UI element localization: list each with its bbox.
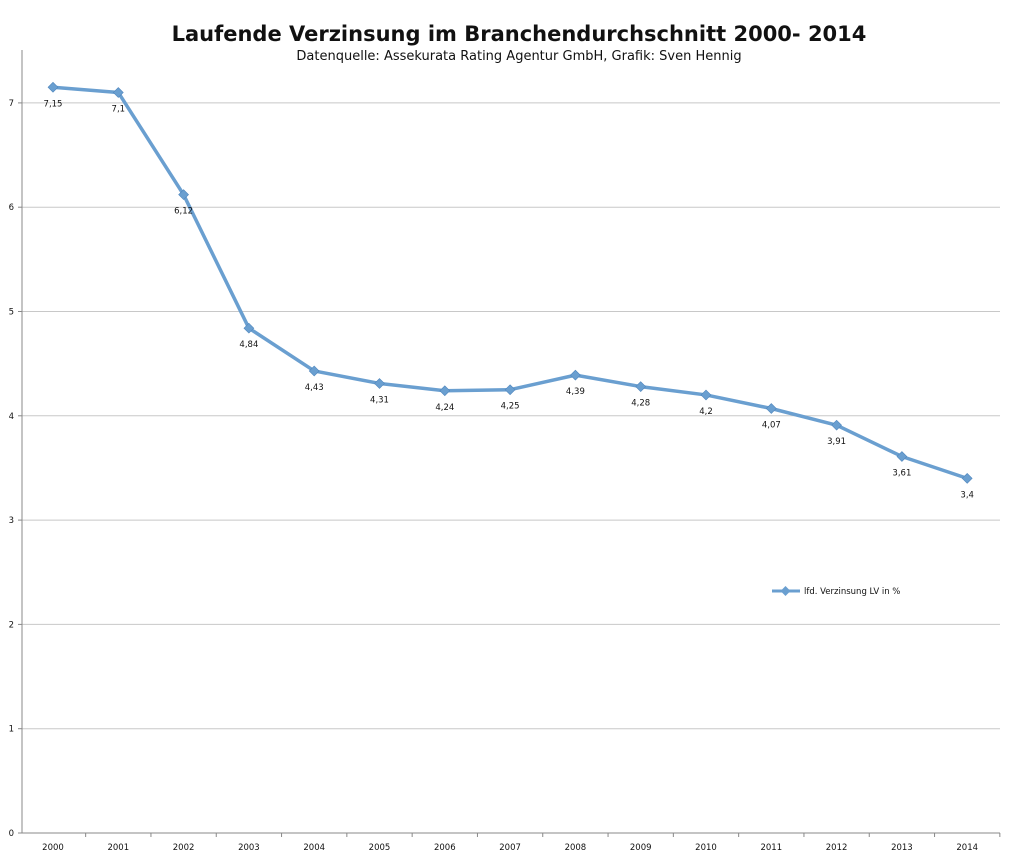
series-line: [52, 85, 968, 481]
x-axis-ticks: 2000 2001 2002 2003 2004 2005 2006 2007 2008 2009…: [42, 833, 1001, 853]
x-tick-label: 2003: [238, 843, 260, 853]
data-point: [765, 403, 777, 414]
data-label: 4,43: [305, 383, 324, 393]
data-label: 4,28: [631, 399, 650, 409]
data-point: [831, 419, 842, 431]
x-tick-label: 2008: [565, 843, 587, 853]
x-tick-label: 2012: [826, 843, 848, 853]
legend: lfd. Verzinsung LV in %: [772, 586, 900, 597]
series-group: [47, 81, 973, 484]
data-label: 4,84: [239, 340, 258, 350]
data-point: [178, 189, 189, 201]
data-label: 4,25: [501, 402, 520, 412]
x-tick-label: 2007: [499, 843, 521, 853]
x-tick-label: 2001: [107, 843, 129, 853]
x-tick-label: 2014: [956, 843, 978, 853]
data-point: [47, 81, 59, 93]
x-tick-label: 2006: [434, 843, 456, 853]
y-tick-label: 1: [9, 725, 14, 735]
data-labels: 7,15 7,1 6,12 4,84 4,43 4,31 4,24 4,25 4,39 4,28 4…: [44, 99, 974, 500]
x-tick-label: 2002: [173, 843, 195, 853]
chart-subtitle: Datenquelle: Assekurata Rating Agentur G…: [296, 49, 741, 64]
data-label: 7,1: [112, 104, 126, 114]
x-tick-label: 2009: [630, 843, 652, 853]
y-tick-label: 7: [9, 99, 14, 109]
y-tick-label: 2: [9, 620, 14, 630]
x-tick-label: 2004: [303, 843, 325, 853]
data-point: [961, 473, 973, 484]
legend-marker-swatch: [780, 586, 791, 596]
data-label: 6,12: [174, 207, 193, 217]
data-label: 7,15: [44, 99, 63, 109]
axes: [21, 50, 1000, 834]
data-point: [308, 365, 320, 377]
data-point: [112, 87, 124, 98]
x-tick-label: 2000: [42, 843, 64, 853]
chart-title: Laufende Verzinsung im Branchendurchschn…: [172, 22, 867, 46]
x-tick-label: 2011: [760, 843, 782, 853]
legend-label: lfd. Verzinsung LV in %: [804, 587, 900, 597]
data-point: [635, 381, 647, 392]
x-tick-label: 2005: [369, 843, 391, 853]
x-tick-label: 2013: [891, 843, 913, 853]
data-label: 4,24: [435, 403, 454, 413]
data-label: 3,4: [960, 490, 974, 500]
data-label: 4,31: [370, 395, 389, 405]
y-tick-label: 3: [9, 516, 14, 526]
data-point: [439, 385, 451, 397]
data-label: 4,39: [566, 387, 585, 397]
gridlines: [22, 102, 1000, 730]
data-point: [700, 389, 712, 401]
y-axis-ticks: 0 1 2 3 4 5 6 7: [9, 99, 22, 839]
data-point: [896, 451, 908, 462]
y-tick-label: 4: [9, 412, 14, 422]
data-point: [243, 322, 255, 334]
y-tick-label: 5: [9, 308, 14, 318]
x-tick-label: 2010: [695, 843, 717, 853]
data-point: [374, 378, 385, 389]
data-label: 4,07: [762, 420, 781, 430]
data-label: 4,2: [699, 407, 713, 417]
y-tick-label: 0: [9, 829, 14, 839]
data-point: [504, 384, 516, 396]
data-label: 3,91: [827, 437, 846, 447]
data-label: 3,61: [892, 468, 911, 478]
data-point: [570, 369, 581, 381]
y-tick-label: 6: [9, 203, 14, 213]
